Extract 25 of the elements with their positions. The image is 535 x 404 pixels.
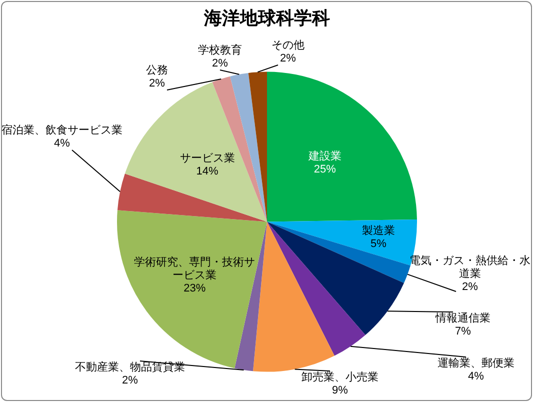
slice-label: 学術研究、専門・技術サービス業 xyxy=(134,255,256,282)
slice-label: 運輸業、郵便業 xyxy=(438,356,514,370)
data-label: 4% xyxy=(468,370,484,383)
data-label: 23% xyxy=(184,282,206,294)
data-label: 5% xyxy=(370,238,387,250)
data-label: 14% xyxy=(196,165,219,178)
data-label: 7% xyxy=(455,326,472,338)
slice-label: 宿泊業、飲食サービス業 xyxy=(2,124,122,137)
slice-label: 卸売業、小売業 xyxy=(302,370,378,384)
data-label: 2% xyxy=(462,281,478,294)
data-label: 4% xyxy=(54,138,70,150)
slice-label: 学校教育 xyxy=(198,44,242,57)
slice-label: 製造業 xyxy=(362,224,395,238)
data-label: 25% xyxy=(314,164,336,176)
slice-label: サービス業 xyxy=(180,152,235,164)
data-label: 2% xyxy=(122,374,138,387)
slice-label: 情報通信業 xyxy=(434,312,490,325)
data-label: 2% xyxy=(280,52,296,65)
slice-label: 公務 xyxy=(146,64,168,77)
data-label: 2% xyxy=(212,58,228,70)
slice-label: 建設業 xyxy=(307,150,342,163)
data-label: 9% xyxy=(332,384,348,397)
data-label: 2% xyxy=(149,78,166,90)
chart-title: 海洋地球科学科 xyxy=(203,8,330,28)
slice-label: その他 xyxy=(272,40,304,52)
